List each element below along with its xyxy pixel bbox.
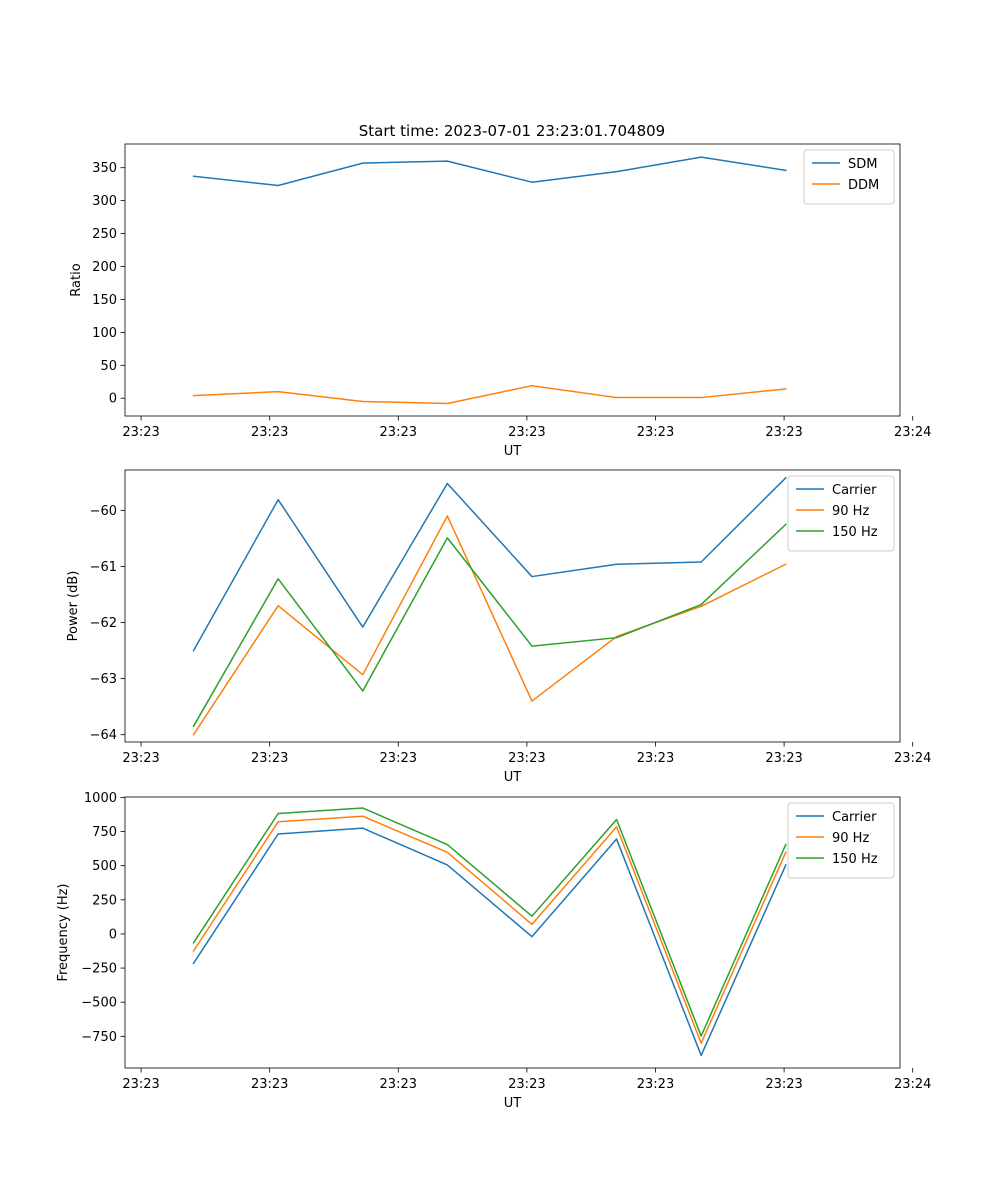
y-tick-label: 250 [92,893,117,908]
y-axis-label: Power (dB) [66,571,81,642]
series-line-ddm [192,384,787,405]
legend: Carrier 90 Hz 150 Hz [787,475,895,552]
y-axis-label: Ratio [69,263,84,296]
legend-label-150-hz: 150 Hz [832,525,878,540]
series-line-150-hz [192,807,787,1037]
y-tick-label: −63 [90,672,117,687]
y-tick-label: −61 [90,560,117,575]
series-line-carrier [192,476,787,652]
figure-title: Start time: 2023-07-01 23:23:01.704809 [359,122,665,140]
y-tick-label: 50 [100,359,117,374]
legend-label-sdm: SDM [848,157,877,172]
legend-box [787,802,895,879]
legend-label-carrier: Carrier [832,483,877,498]
chart-panels: 23:23 23:23 23:23 23:23 23:23 23:23 23:24 0 50 10… [56,143,931,1111]
y-tick-label: 300 [92,194,117,209]
series-line-90-hz [192,815,787,1044]
legend: SDM DDM [803,149,895,205]
series-line-sdm [192,156,787,187]
legend-label-ddm: DDM [848,178,879,193]
y-tick-label: −750 [81,1030,117,1045]
x-tick-label: 23:23 [637,1077,674,1092]
y-tick-label: 750 [92,825,117,840]
y-tick-label: 0 [109,927,117,942]
x-tick-label: 23:23 [251,1077,288,1092]
legend-label-carrier: Carrier [832,810,877,825]
y-tick-label: 200 [92,260,117,275]
x-tick-label: 23:23 [122,425,159,440]
legend-label-90-hz: 90 Hz [832,504,869,519]
legend-box [787,475,895,552]
x-tick-label: 23:23 [637,425,674,440]
x-tick-label: 23:23 [508,1077,545,1092]
y-tick-label: 500 [92,859,117,874]
axes-frame [124,796,901,1069]
x-axis-label: UT [504,444,522,459]
x-tick-label: 23:23 [251,751,288,766]
legend-label-90-hz: 90 Hz [832,831,869,846]
y-tick-label: −62 [90,616,117,631]
series-line-90-hz [192,515,787,736]
y-tick-label: 350 [92,161,117,176]
y-tick-label: 1000 [84,791,117,806]
y-tick-label: −500 [81,996,117,1011]
x-tick-label: 23:23 [122,1077,159,1092]
axes-frame [124,469,901,743]
chart-panel-2: 23:23 23:23 23:23 23:23 23:23 23:23 23:24 −64 −6… [66,469,931,785]
x-tick-label: 23:23 [637,751,674,766]
x-tick-label: 23:24 [894,425,931,440]
axes-frame [124,143,901,417]
y-tick-label: −64 [90,728,117,743]
x-tick-label: 23:23 [251,425,288,440]
series-line-150-hz [192,523,787,728]
y-axis-label: Frequency (Hz) [56,883,71,981]
legend: Carrier 90 Hz 150 Hz [787,802,895,879]
x-tick-label: 23:23 [380,751,417,766]
x-tick-label: 23:23 [508,425,545,440]
x-tick-label: 23:23 [765,425,802,440]
series-line-carrier [192,827,787,1057]
x-tick-label: 23:23 [508,751,545,766]
x-tick-label: 23:23 [122,751,159,766]
y-tick-label: 0 [109,392,117,407]
x-axis-label: UT [504,1096,522,1111]
x-tick-label: 23:23 [380,425,417,440]
y-tick-label: 100 [92,326,117,341]
x-axis-label: UT [504,770,522,785]
y-tick-label: −60 [90,504,117,519]
y-tick-label: 150 [92,293,117,308]
x-tick-label: 23:23 [380,1077,417,1092]
x-tick-label: 23:23 [765,1077,802,1092]
legend-label-150-hz: 150 Hz [832,852,878,867]
x-tick-label: 23:24 [894,1077,931,1092]
x-tick-label: 23:24 [894,751,931,766]
y-tick-label: −250 [81,962,117,977]
chart-panel-1: 23:23 23:23 23:23 23:23 23:23 23:23 23:24 0 50 10… [69,143,931,459]
y-tick-label: 250 [92,227,117,242]
chart-panel-3: 23:23 23:23 23:23 23:23 23:23 23:23 23:24 −750 −… [56,791,931,1111]
x-tick-label: 23:23 [765,751,802,766]
